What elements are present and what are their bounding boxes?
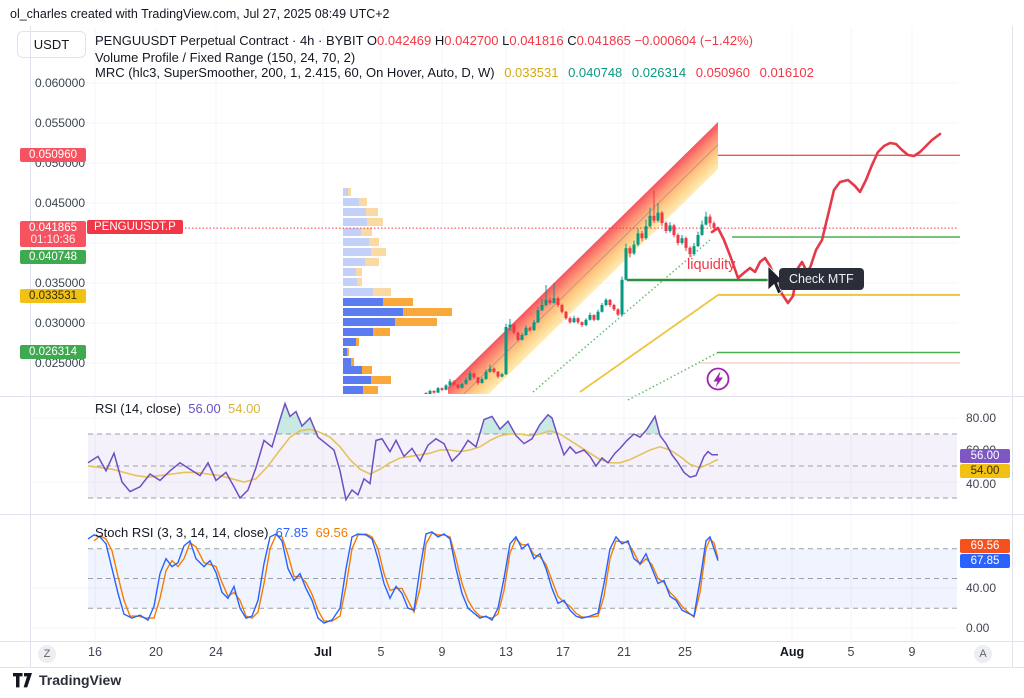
rsi-value: 56.00 (188, 401, 221, 416)
time-axis-tick: 24 (209, 645, 223, 659)
stoch-pane-title[interactable]: Stoch RSI (3, 3, 14, 14, close) 67.85 69… (95, 525, 348, 540)
symbol-header[interactable]: PENGUUSDT Perpetual Contract · 4h · BYBI… (95, 33, 753, 48)
indicator-axis-badge: 56.00 (960, 449, 1010, 463)
attribution-text: ol_charles created with TradingView.com,… (10, 7, 390, 21)
mrc-band (448, 122, 718, 394)
price-axis-label: 0.025000 (34, 356, 85, 370)
price-axis-label: 0.030000 (34, 316, 85, 330)
volume-profile (343, 188, 452, 394)
indicator-axis-badge: 54.00 (960, 464, 1010, 478)
time-axis-tick: 17 (556, 645, 570, 659)
ohlc-values: O0.042469 H0.042700 L0.041816 C0.041865 (366, 33, 631, 48)
price-axis-badge: 0.041865 01:10:36 (20, 221, 86, 247)
indicator-axis-label: 0.00 (966, 621, 990, 635)
projection-drawing[interactable] (710, 132, 942, 305)
price-axis-badge: 0.026314 (20, 345, 86, 359)
rsi-signal-line (87, 428, 719, 483)
tradingview-logo[interactable]: TradingView (13, 672, 121, 688)
time-axis-tick: 16 (88, 645, 102, 659)
pane-separator[interactable] (0, 396, 1024, 397)
mrc-label: MRC (hlc3, SuperSmoother, 200, 1, 2.415,… (95, 65, 495, 80)
price-axis-label: 0.060000 (34, 76, 85, 90)
price-axis-badge: 0.033531 (20, 289, 86, 303)
indicator-axis-badge: 69.56 (960, 539, 1010, 553)
indicator-axis-label: 80.00 (966, 411, 997, 425)
time-axis-tick: 9 (908, 645, 916, 659)
rsi-line (87, 401, 718, 502)
time-axis-tick: 25 (678, 645, 692, 659)
symbol-price-tag: PENGUUSDT.P (87, 220, 183, 234)
price-axis-badge: 0.040748 (20, 250, 86, 264)
check-mtf-tooltip: Check MTF (779, 268, 864, 290)
currency-toggle-button[interactable]: USDT (17, 31, 86, 58)
rsi-pane-title[interactable]: RSI (14, close) 56.00 54.00 (95, 401, 261, 416)
change-value: −0.000604 (−1.42%) (634, 33, 753, 48)
stoch-d-line (93, 532, 719, 622)
liquidity-annotation: liquidity (687, 257, 736, 273)
candles (424, 190, 716, 394)
tradingview-logo-text: TradingView (39, 672, 122, 688)
indicator-volume-profile[interactable]: Volume Profile / Fixed Range (150, 24, 7… (95, 50, 356, 65)
indicator-mrc[interactable]: MRC (hlc3, SuperSmoother, 200, 1, 2.415,… (95, 65, 814, 80)
indicator-axis-badge: 67.85 (960, 554, 1010, 568)
time-axis-button-z[interactable]: Z (38, 645, 56, 663)
time-axis-tick: 9 (438, 645, 446, 659)
price-axis-label: 0.045000 (34, 196, 85, 210)
time-axis-button-a[interactable]: A (974, 645, 992, 663)
symbol-title: PENGUUSDT Perpetual Contract · 4h · BYBI… (95, 33, 364, 48)
time-axis-tick: Aug (779, 645, 805, 659)
indicator-axis-label: 40.00 (966, 581, 997, 595)
tradingview-logo-icon (13, 672, 32, 687)
grid (31, 28, 958, 640)
stoch-title: Stoch RSI (3, 3, 14, 14, close) (95, 525, 269, 540)
right-axis-border (1012, 26, 1013, 667)
time-axis-tick: 20 (149, 645, 163, 659)
stoch-k-value: 67.85 (275, 525, 309, 540)
time-axis-tick: 5 (847, 645, 855, 659)
mrc-levels (532, 154, 960, 401)
price-axis-label: 0.035000 (34, 276, 85, 290)
rsi-title: RSI (14, close) (95, 401, 181, 416)
stoch-d-value: 69.56 (315, 525, 348, 540)
indicator-axis-label: 40.00 (966, 477, 997, 491)
rsi-overbought-fill (88, 403, 718, 434)
time-axis-tick: 5 (377, 645, 385, 659)
widget-bottom-border (0, 667, 1024, 668)
price-axis-badge: 0.050960 (20, 148, 86, 162)
pane-separator[interactable] (0, 514, 1024, 515)
lightning-icon[interactable] (706, 367, 730, 391)
rsi-signal-value: 54.00 (228, 401, 261, 416)
axis-separator (0, 641, 1024, 642)
stoch-k-line (87, 531, 719, 624)
price-axis-label: 0.055000 (34, 116, 85, 130)
time-axis-tick: 13 (499, 645, 513, 659)
mrc-values: 0.033531 0.040748 0.026314 0.050960 0.01… (504, 65, 814, 80)
time-axis-tick: Jul (313, 645, 333, 659)
time-axis-tick: 21 (617, 645, 631, 659)
